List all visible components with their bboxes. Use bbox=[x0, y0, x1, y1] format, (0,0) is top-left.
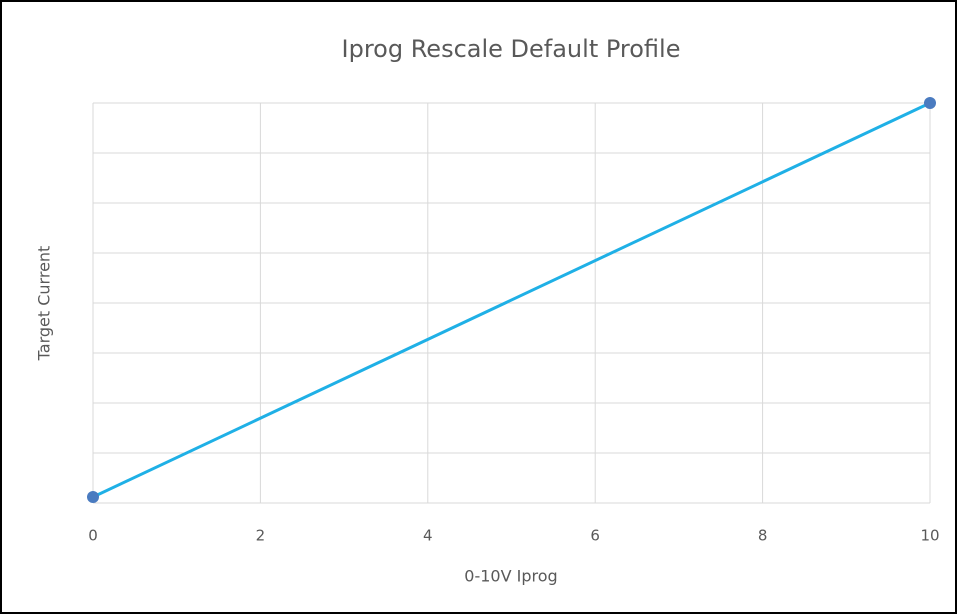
x-tick-label: 4 bbox=[423, 527, 433, 545]
x-tick-label: 6 bbox=[590, 527, 600, 545]
point-marker bbox=[87, 491, 99, 503]
x-tick-label: 10 bbox=[920, 527, 939, 545]
x-tick-label: 0 bbox=[88, 527, 98, 545]
x-tick-label: 2 bbox=[256, 527, 266, 545]
point-marker bbox=[924, 97, 936, 109]
x-tick-label: 8 bbox=[758, 527, 768, 545]
y-axis-label: Target Current bbox=[35, 246, 54, 362]
chart-title: Iprog Rescale Default Profile bbox=[342, 35, 681, 63]
x-axis-label: 0-10V Iprog bbox=[464, 567, 557, 586]
series-line bbox=[92, 101, 931, 499]
